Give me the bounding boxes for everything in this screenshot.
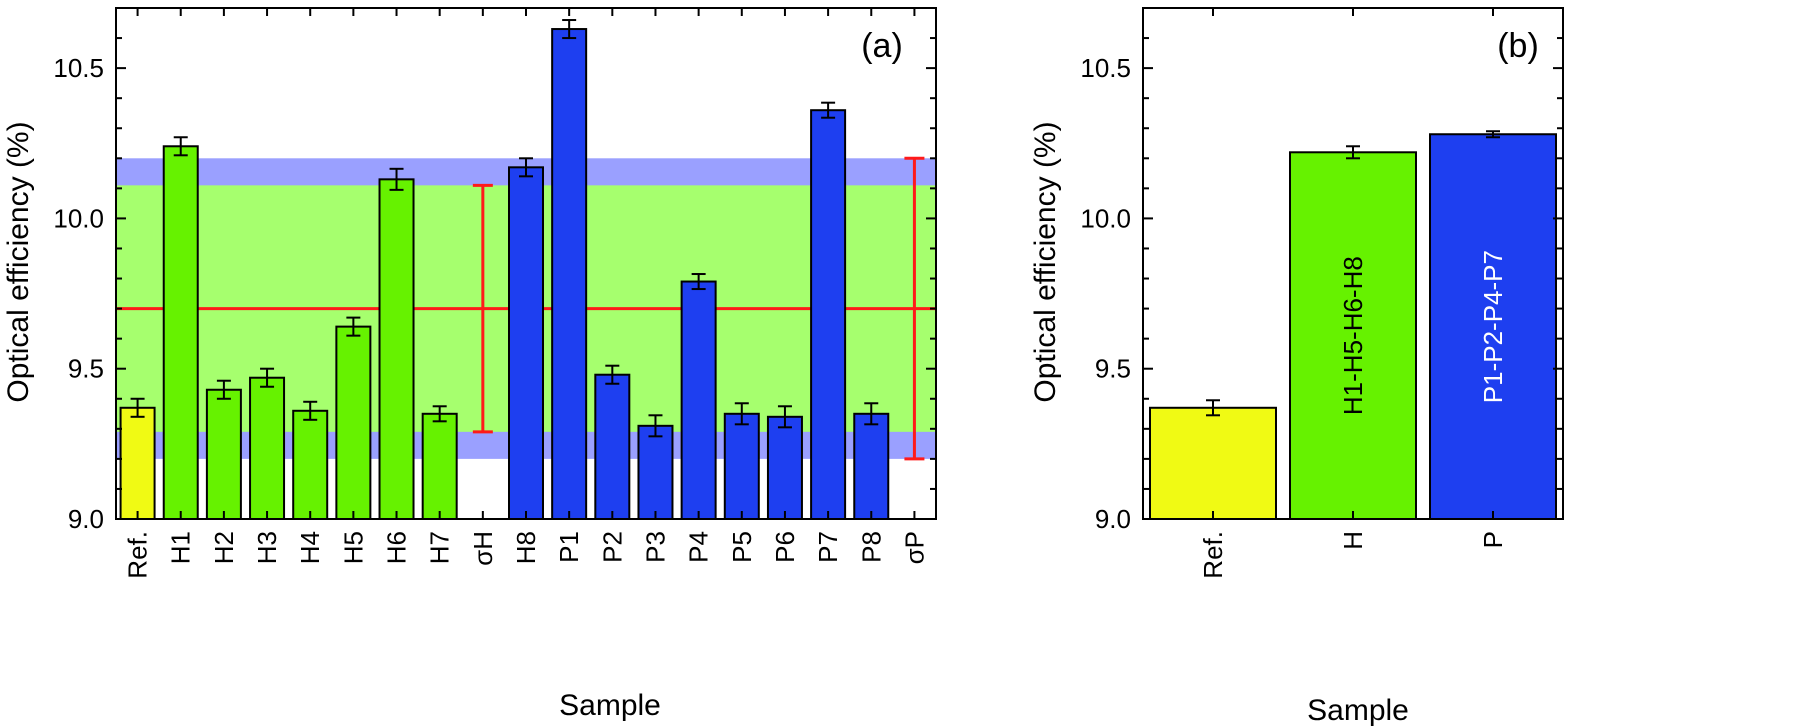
panel-b-x-axis: Ref. H P [1198, 8, 1508, 579]
panel-a-x-tick-label-p6: P6 [770, 531, 800, 563]
panel-b-y-tick-label: 9.0 [1095, 504, 1131, 534]
panel-a-x-tick-label-p4: P4 [684, 531, 714, 563]
panel-b-y-tick-label: 10.5 [1080, 53, 1131, 83]
panel-a-x-tick-label-p1: P1 [554, 531, 584, 563]
panel-a-x-tick-label-h1: H1 [166, 531, 196, 564]
panel-a-x-tick-label-p8: P8 [856, 531, 886, 563]
bar-h6 [378, 178, 415, 520]
panel-a-y-axis: 9.0 9.5 10.0 10.5 [53, 37, 936, 534]
sigma-h-range [472, 183, 493, 434]
panel-a-x-tick-label-h3: H3 [252, 531, 282, 564]
panel-a-x-tick-label-h4: H4 [295, 531, 325, 564]
panel-a-x-tick-label-h2: H2 [209, 531, 239, 564]
panel-a-y-tick-label: 10.0 [53, 203, 104, 233]
panel-a-x-tick-label-p2: P2 [597, 531, 627, 563]
panel-a-y-tick-label: 9.0 [68, 504, 104, 534]
bar-p7-error-bar [821, 101, 836, 119]
panel-b-bar-ref-error-bar [1206, 399, 1220, 417]
panel-a-x-axis: Ref. H1 H2 H3 H4 H5 H6 H7 σH H8 P1 P2 P3 P4 P5 P6 P7 P8 σP [123, 8, 929, 579]
panel-b-x-tick-label-p: P [1478, 531, 1508, 548]
panel-b-label: (b) [1497, 27, 1539, 65]
panel-a-sigma-bars [472, 156, 925, 461]
bar-h6-error-bar [389, 167, 404, 191]
panel-b-x-tick-label-ref: Ref. [1198, 531, 1228, 579]
panel-a-bars [119, 19, 890, 521]
bar-p8-error-bar [864, 402, 879, 426]
bar-h5 [335, 325, 372, 520]
bar-p1 [551, 28, 588, 521]
bar-h2-error-bar [216, 379, 231, 400]
panel-a-x-tick-label-p7: P7 [813, 531, 843, 563]
bar-h4-error-bar [303, 400, 318, 421]
bar-h2 [205, 388, 242, 521]
panel-b-bars: H1-H5-H6-H8 P1-P2-P4-P7 [1149, 130, 1557, 520]
bar-p6-error-bar [777, 405, 792, 429]
bar-h8-error-bar [519, 157, 533, 178]
panel-a-y-tick-label: 9.5 [68, 354, 104, 384]
panel-b-bar-label-h: H1-H5-H6-H8 [1338, 256, 1368, 415]
bar-h8 [508, 166, 544, 520]
panel-a-x-tick-label-sigma-p: σP [899, 531, 929, 564]
bar-p2-error-bar [605, 364, 620, 385]
bar-p1-error-bar [562, 19, 577, 40]
panel-b-bar-h [1289, 151, 1417, 520]
panel-a-y-axis-label: Optical efficiency (%) [2, 121, 35, 402]
bar-p3-error-bar [648, 414, 663, 438]
panel-a-x-tick-label-h6: H6 [382, 531, 412, 564]
panel-a-x-axis-label: Sample [559, 689, 661, 722]
bar-h7-error-bar [432, 405, 447, 423]
panel-b-y-axis-label: Optical efficiency (%) [1029, 121, 1062, 402]
panel-a-chart: 9.0 9.5 10.0 10.5 Ref. H1 H2 H3 H4 H5 H6 H7 σH H8 P1 P… [2, 7, 937, 722]
bar-ref [119, 406, 156, 520]
panel-b-y-axis: 9.0 9.5 10.0 10.5 [1080, 37, 1563, 534]
bar-h1 [162, 145, 199, 520]
panel-b-bar-ref [1149, 406, 1277, 520]
bar-h3-error-bar [260, 367, 275, 388]
panel-a-x-tick-label-p5: P5 [727, 531, 757, 563]
panel-b-bar-h-error-bar [1346, 145, 1360, 160]
panel-a-x-tick-label-h5: H5 [338, 531, 368, 564]
panel-b-bar-p [1429, 133, 1557, 520]
panel-a-x-tick-label-p3: P3 [640, 531, 670, 563]
bar-h7 [421, 412, 458, 521]
sigma-p-range [904, 156, 925, 461]
bar-p4-error-bar [691, 273, 706, 291]
bar-p8 [853, 412, 890, 521]
panel-b-bar-p-error-bar [1486, 130, 1500, 139]
panel-b-chart: H1-H5-H6-H8 P1-P2-P4-P7 9.0 9.5 10.0 10.5 Re… [1029, 7, 1564, 727]
panel-a-x-tick-label-sigma-h: σH [468, 531, 498, 566]
panel-a-x-tick-label-h7: H7 [425, 531, 455, 564]
panel-a-x-tick-label-ref: Ref. [123, 531, 153, 579]
bar-p6 [766, 415, 803, 520]
bar-p3 [637, 424, 674, 521]
bar-h3 [249, 376, 286, 521]
bar-p2 [594, 373, 631, 520]
bar-ref-error-bar [130, 397, 145, 418]
bar-p5 [723, 412, 760, 521]
panel-b-y-tick-label: 9.5 [1095, 354, 1131, 384]
panel-b-bar-label-p: P1-P2-P4-P7 [1478, 250, 1508, 403]
bar-p7 [810, 109, 847, 520]
bar-p4 [680, 280, 717, 521]
bar-p5-error-bar [734, 402, 749, 426]
panel-a-x-tick-label-h8: H8 [511, 531, 541, 564]
panel-b-y-tick-label: 10.0 [1080, 203, 1131, 233]
panel-a-label: (a) [861, 27, 903, 65]
panel-a-y-tick-label: 10.5 [53, 53, 104, 83]
bar-h1-error-bar [173, 136, 188, 157]
bar-h4 [292, 409, 329, 520]
panel-b-x-tick-label-h: H [1338, 531, 1368, 550]
panel-b-x-axis-label: Sample [1307, 694, 1409, 727]
bar-h5-error-bar [346, 316, 361, 337]
